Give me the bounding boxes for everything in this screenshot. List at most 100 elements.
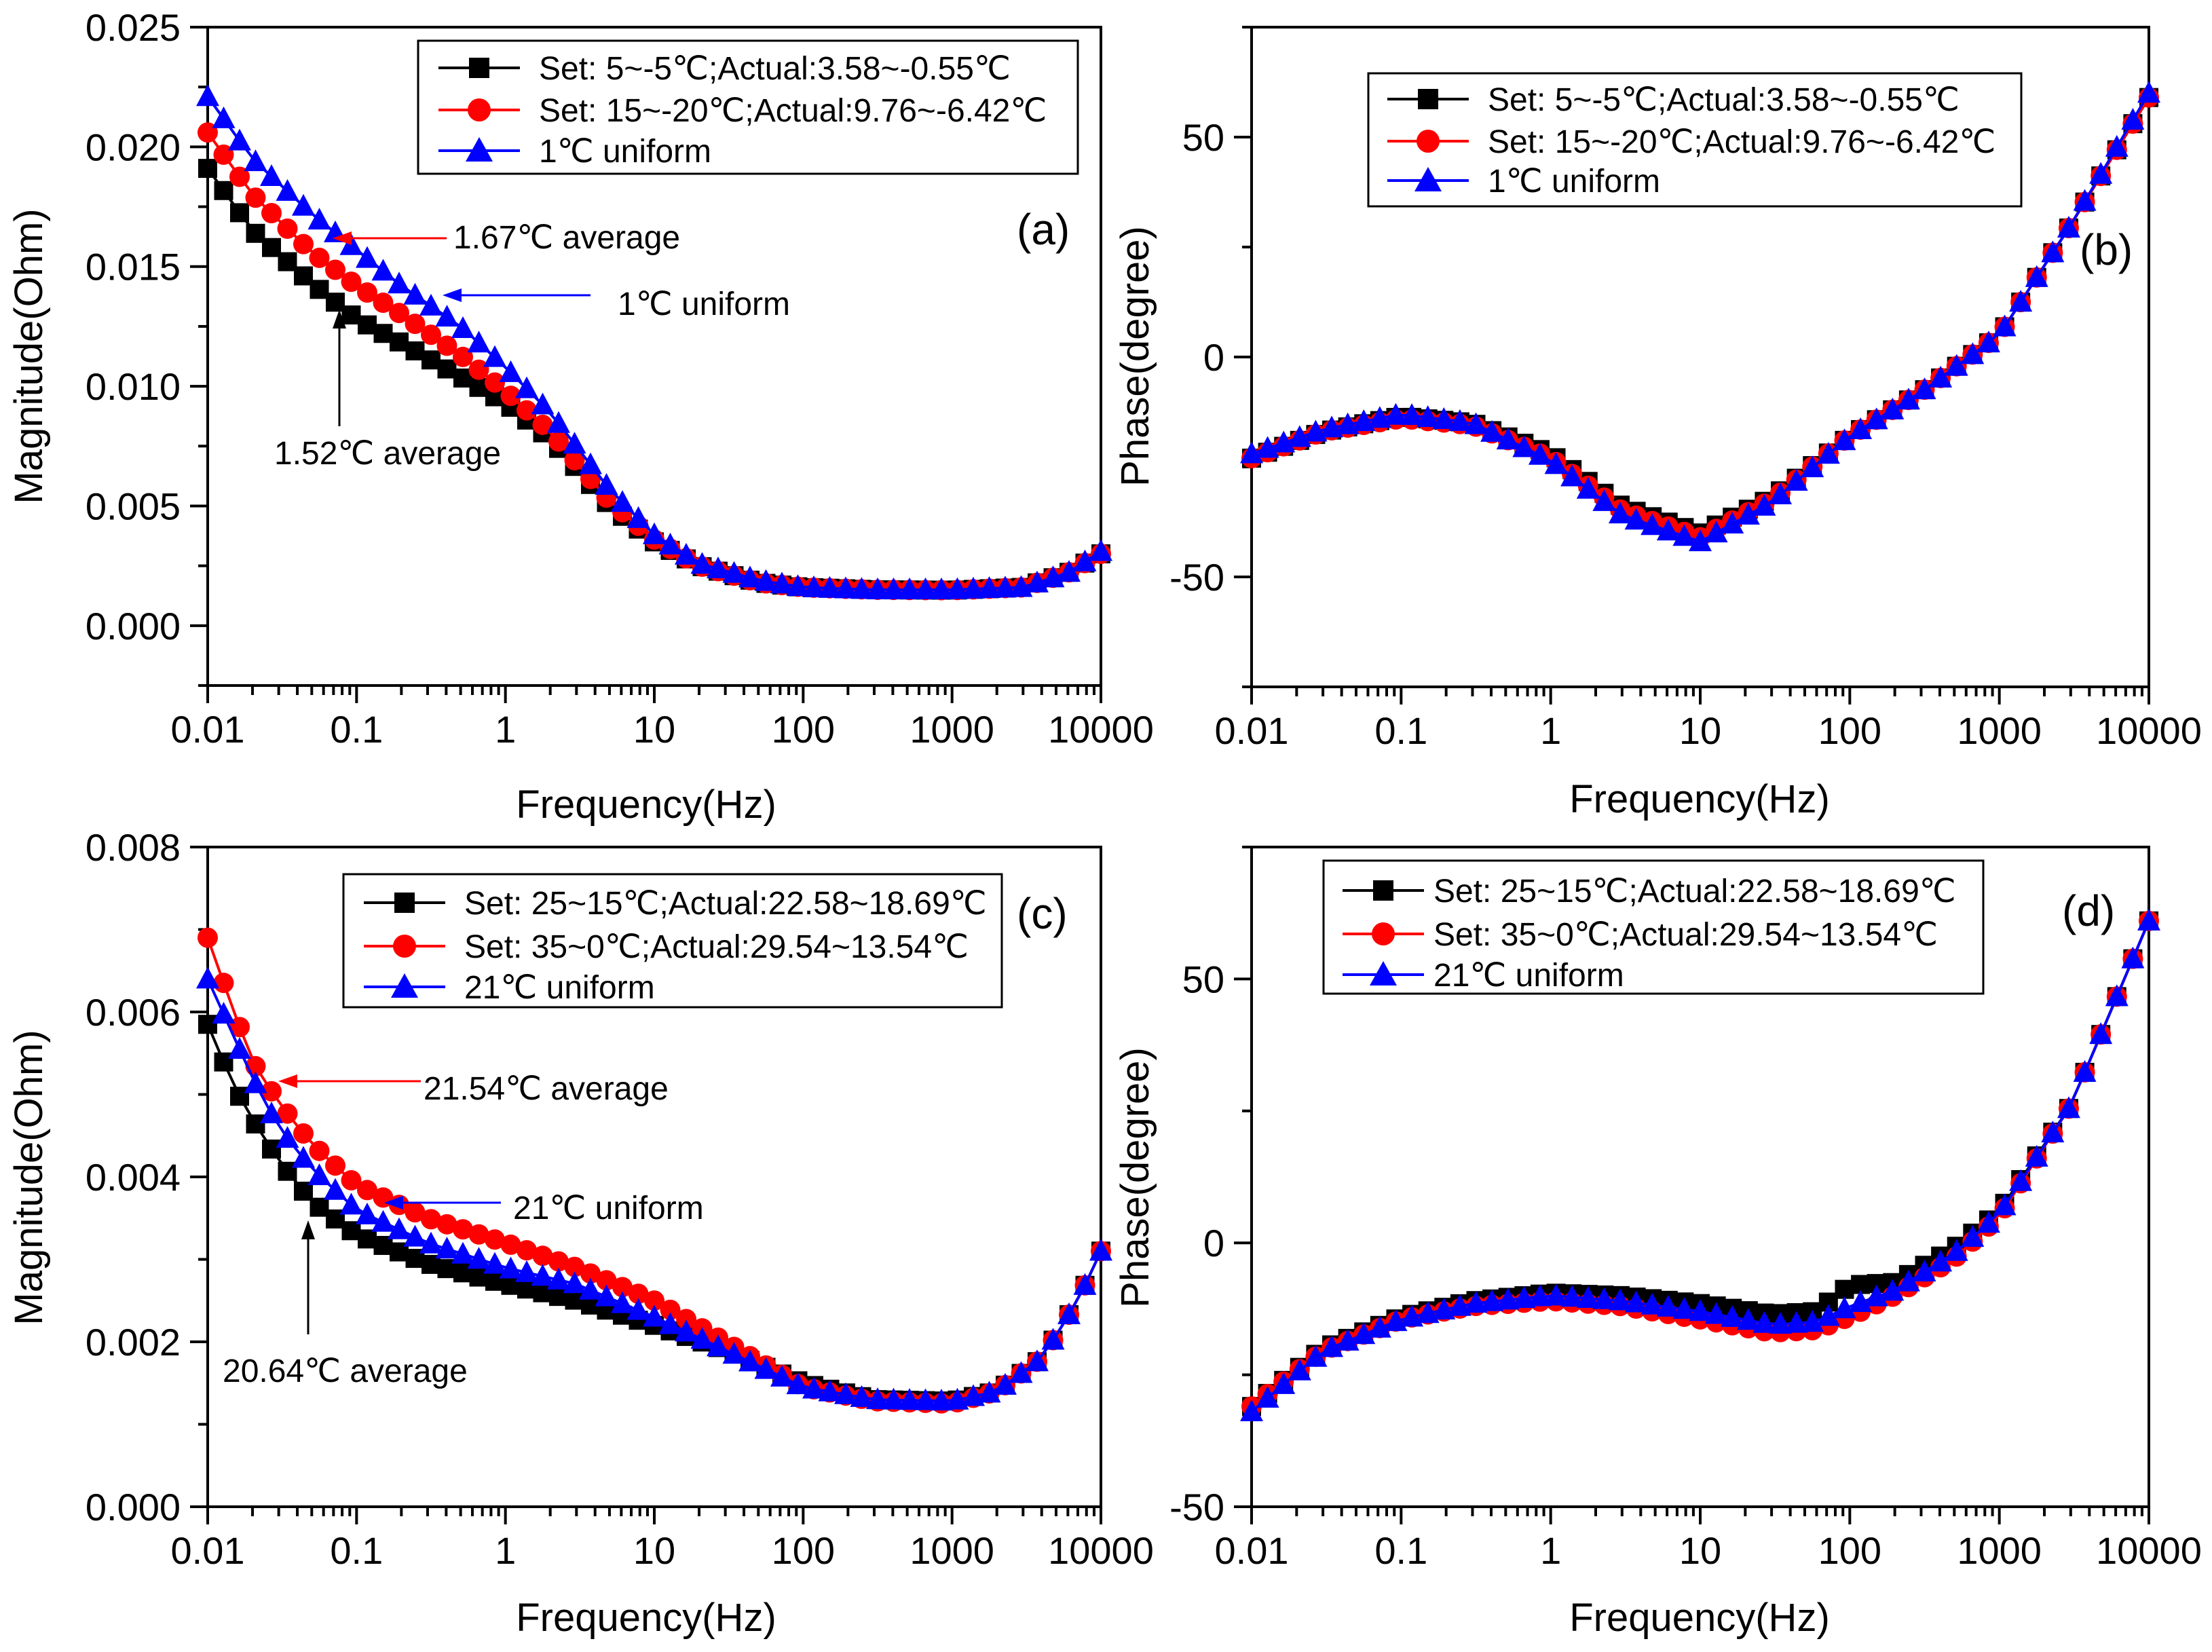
data-point-circle (500, 386, 521, 407)
annotation-text: 20.64℃ average (223, 1353, 468, 1389)
x-tick-label: 1 (1540, 709, 1561, 752)
data-point-triangle (1624, 508, 1648, 530)
data-point-square (230, 203, 249, 223)
x-tick-label: 0.01 (1215, 1529, 1289, 1572)
data-point-square (214, 181, 233, 200)
data-point-circle (532, 1245, 553, 1266)
data-point-triangle (1961, 342, 1985, 364)
legend-item: Set: 5~-5℃;Actual:3.58~-0.55℃ (438, 51, 1011, 87)
y-tick-label: 0.002 (86, 1321, 181, 1364)
data-point-triangle (1945, 1239, 1968, 1261)
data-point-triangle (850, 1385, 874, 1407)
data-point-triangle (898, 577, 921, 599)
data-point-square (326, 293, 345, 312)
data-point-triangle (658, 1312, 682, 1334)
data-point-triangle (1721, 511, 1744, 533)
legend-triangle-marker (1414, 167, 1442, 191)
data-point-square (198, 159, 217, 179)
data-point-triangle (1384, 402, 1408, 425)
annotation: 20.64℃ average (223, 1220, 468, 1389)
data-point-circle (421, 1209, 441, 1230)
x-tick-label: 10000 (2096, 709, 2202, 752)
data-point-triangle (1592, 1287, 1616, 1309)
data-point-triangle (1592, 489, 1616, 511)
data-point-triangle (1560, 1285, 1584, 1307)
data-point-triangle (962, 576, 985, 599)
data-point-triangle (563, 432, 586, 454)
data-point-triangle (371, 259, 395, 281)
data-point-triangle (1864, 407, 1888, 430)
data-point-triangle (1512, 1285, 1536, 1308)
data-point-triangle (499, 360, 523, 382)
axis-ticks: 0.01 0.1 1 10 100 1000 10000 0.000 0.005 0.010 0.0… (86, 6, 1154, 751)
data-point-triangle (531, 1264, 555, 1286)
data-point-triangle (1026, 1349, 1049, 1372)
data-point-triangle (2105, 134, 2129, 157)
legend-circle-marker (393, 935, 416, 958)
data-point-triangle (1816, 1304, 1840, 1326)
data-point-triangle (2009, 290, 2033, 312)
arrow-head (301, 1220, 315, 1239)
data-point-triangle (1672, 524, 1696, 546)
data-point-circle (325, 259, 345, 280)
data-point-triangle (1608, 1288, 1632, 1311)
data-point-triangle (770, 571, 793, 594)
data-point-circle (580, 1263, 601, 1284)
data-point-circle (660, 1299, 681, 1320)
data-point-triangle (690, 1327, 714, 1349)
data-point-triangle (818, 1379, 842, 1402)
data-point-circle (213, 973, 234, 994)
data-point-triangle (212, 106, 236, 128)
data-point-square (341, 1221, 361, 1241)
data-point-circle (548, 1251, 569, 1272)
data-point-circle (325, 1155, 345, 1176)
data-point-triangle (1480, 1289, 1504, 1311)
data-point-triangle (994, 576, 1017, 598)
data-point-triangle (1089, 1239, 1112, 1261)
panel-label: (d) (2062, 886, 2115, 935)
legend-item: 21℃ uniform (364, 970, 655, 1006)
data-point-triangle (1624, 1290, 1648, 1313)
data-point-triangle (451, 1241, 474, 1264)
data-point-triangle (1689, 1299, 1712, 1321)
series-triangle (196, 84, 1112, 599)
data-point-triangle (1929, 1250, 1953, 1272)
data-point-triangle (1320, 1335, 1344, 1357)
data-point-triangle (1528, 1284, 1552, 1307)
data-point-triangle (547, 1267, 570, 1290)
y-tick-label: 0 (1203, 1222, 1224, 1264)
data-point-triangle (1864, 1284, 1888, 1307)
data-point-triangle (515, 376, 538, 398)
data-point-triangle (1416, 405, 1440, 428)
legend-triangle-marker (1370, 961, 1397, 985)
data-point-triangle (1009, 1361, 1033, 1383)
annotation: 21℃ uniform (384, 1190, 704, 1226)
data-point-triangle (626, 1298, 650, 1320)
x-tick-label: 10 (633, 708, 675, 751)
data-point-triangle (2137, 81, 2160, 103)
data-point-triangle (722, 561, 746, 583)
data-point-triangle (2025, 265, 2048, 287)
data-point-circle (309, 247, 330, 268)
data-point-triangle (754, 569, 778, 591)
x-tick-label: 1000 (910, 708, 994, 751)
data-point-triangle (1881, 397, 1905, 419)
data-point-triangle (1464, 412, 1488, 434)
data-point-triangle (1480, 419, 1504, 442)
data-point-triangle (2057, 1096, 2080, 1119)
data-point-square (373, 324, 393, 343)
y-tick-label: 0.008 (86, 826, 181, 869)
data-point-triangle (626, 506, 650, 528)
data-point-circle (389, 303, 409, 324)
legend: Set: 5~-5℃;Actual:3.58~-0.55℃ Set: 15~-2… (1367, 72, 2023, 208)
data-point-triangle (292, 1146, 315, 1168)
data-point-triangle (451, 316, 474, 338)
data-point-triangle (435, 305, 459, 327)
x-tick-label: 1 (495, 1529, 516, 1572)
data-point-triangle (324, 1178, 347, 1200)
data-point-triangle (802, 1376, 825, 1399)
data-point-triangle (307, 1163, 331, 1186)
x-tick-label: 10 (1679, 709, 1721, 752)
data-point-triangle (1073, 1273, 1097, 1295)
